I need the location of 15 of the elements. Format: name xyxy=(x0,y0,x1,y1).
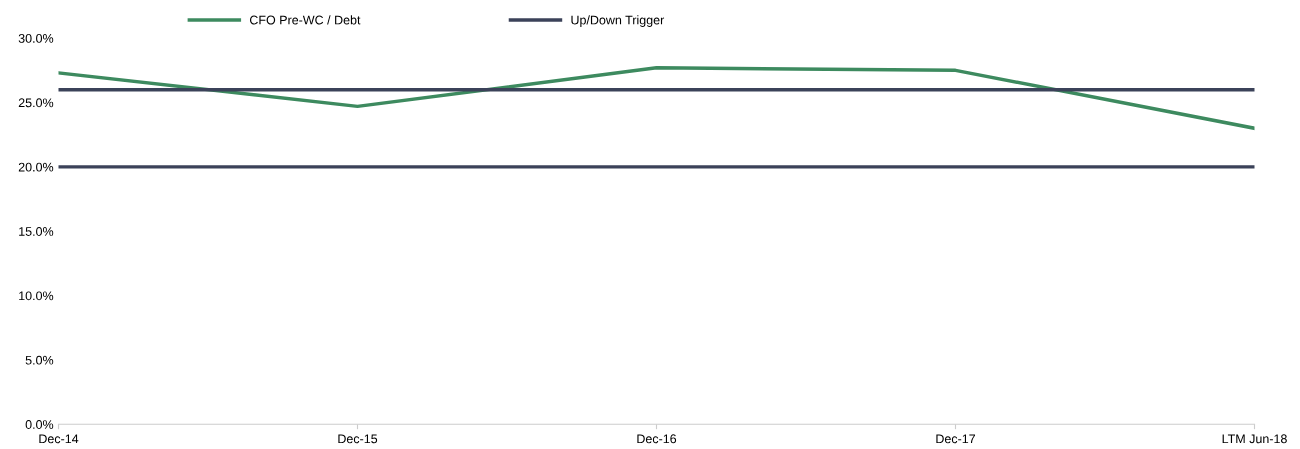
legend-label: CFO Pre-WC / Debt xyxy=(249,15,361,25)
legend-label: Up/Down Trigger xyxy=(571,15,665,27)
x-tick-label: LTM Jun-18 xyxy=(1222,434,1287,444)
line-series xyxy=(58,66,1255,130)
y-tick-label: 10.0% xyxy=(19,291,54,301)
y-tick-label: 20.0% xyxy=(18,162,54,172)
x-tick-label: Dec-14 xyxy=(39,434,79,444)
y-tick-label: 0.0% xyxy=(25,420,54,429)
x-tick-label: Dec-17 xyxy=(936,434,976,444)
y-tick-label: 5.0% xyxy=(25,355,54,365)
y-tick-label: 30.0% xyxy=(18,33,54,43)
y-tick-label: 15.0% xyxy=(19,227,54,236)
x-tick-label: Dec-15 xyxy=(338,434,378,444)
y-tick-label: 25.0% xyxy=(18,98,54,108)
x-tick-label: Dec-16 xyxy=(637,434,677,444)
